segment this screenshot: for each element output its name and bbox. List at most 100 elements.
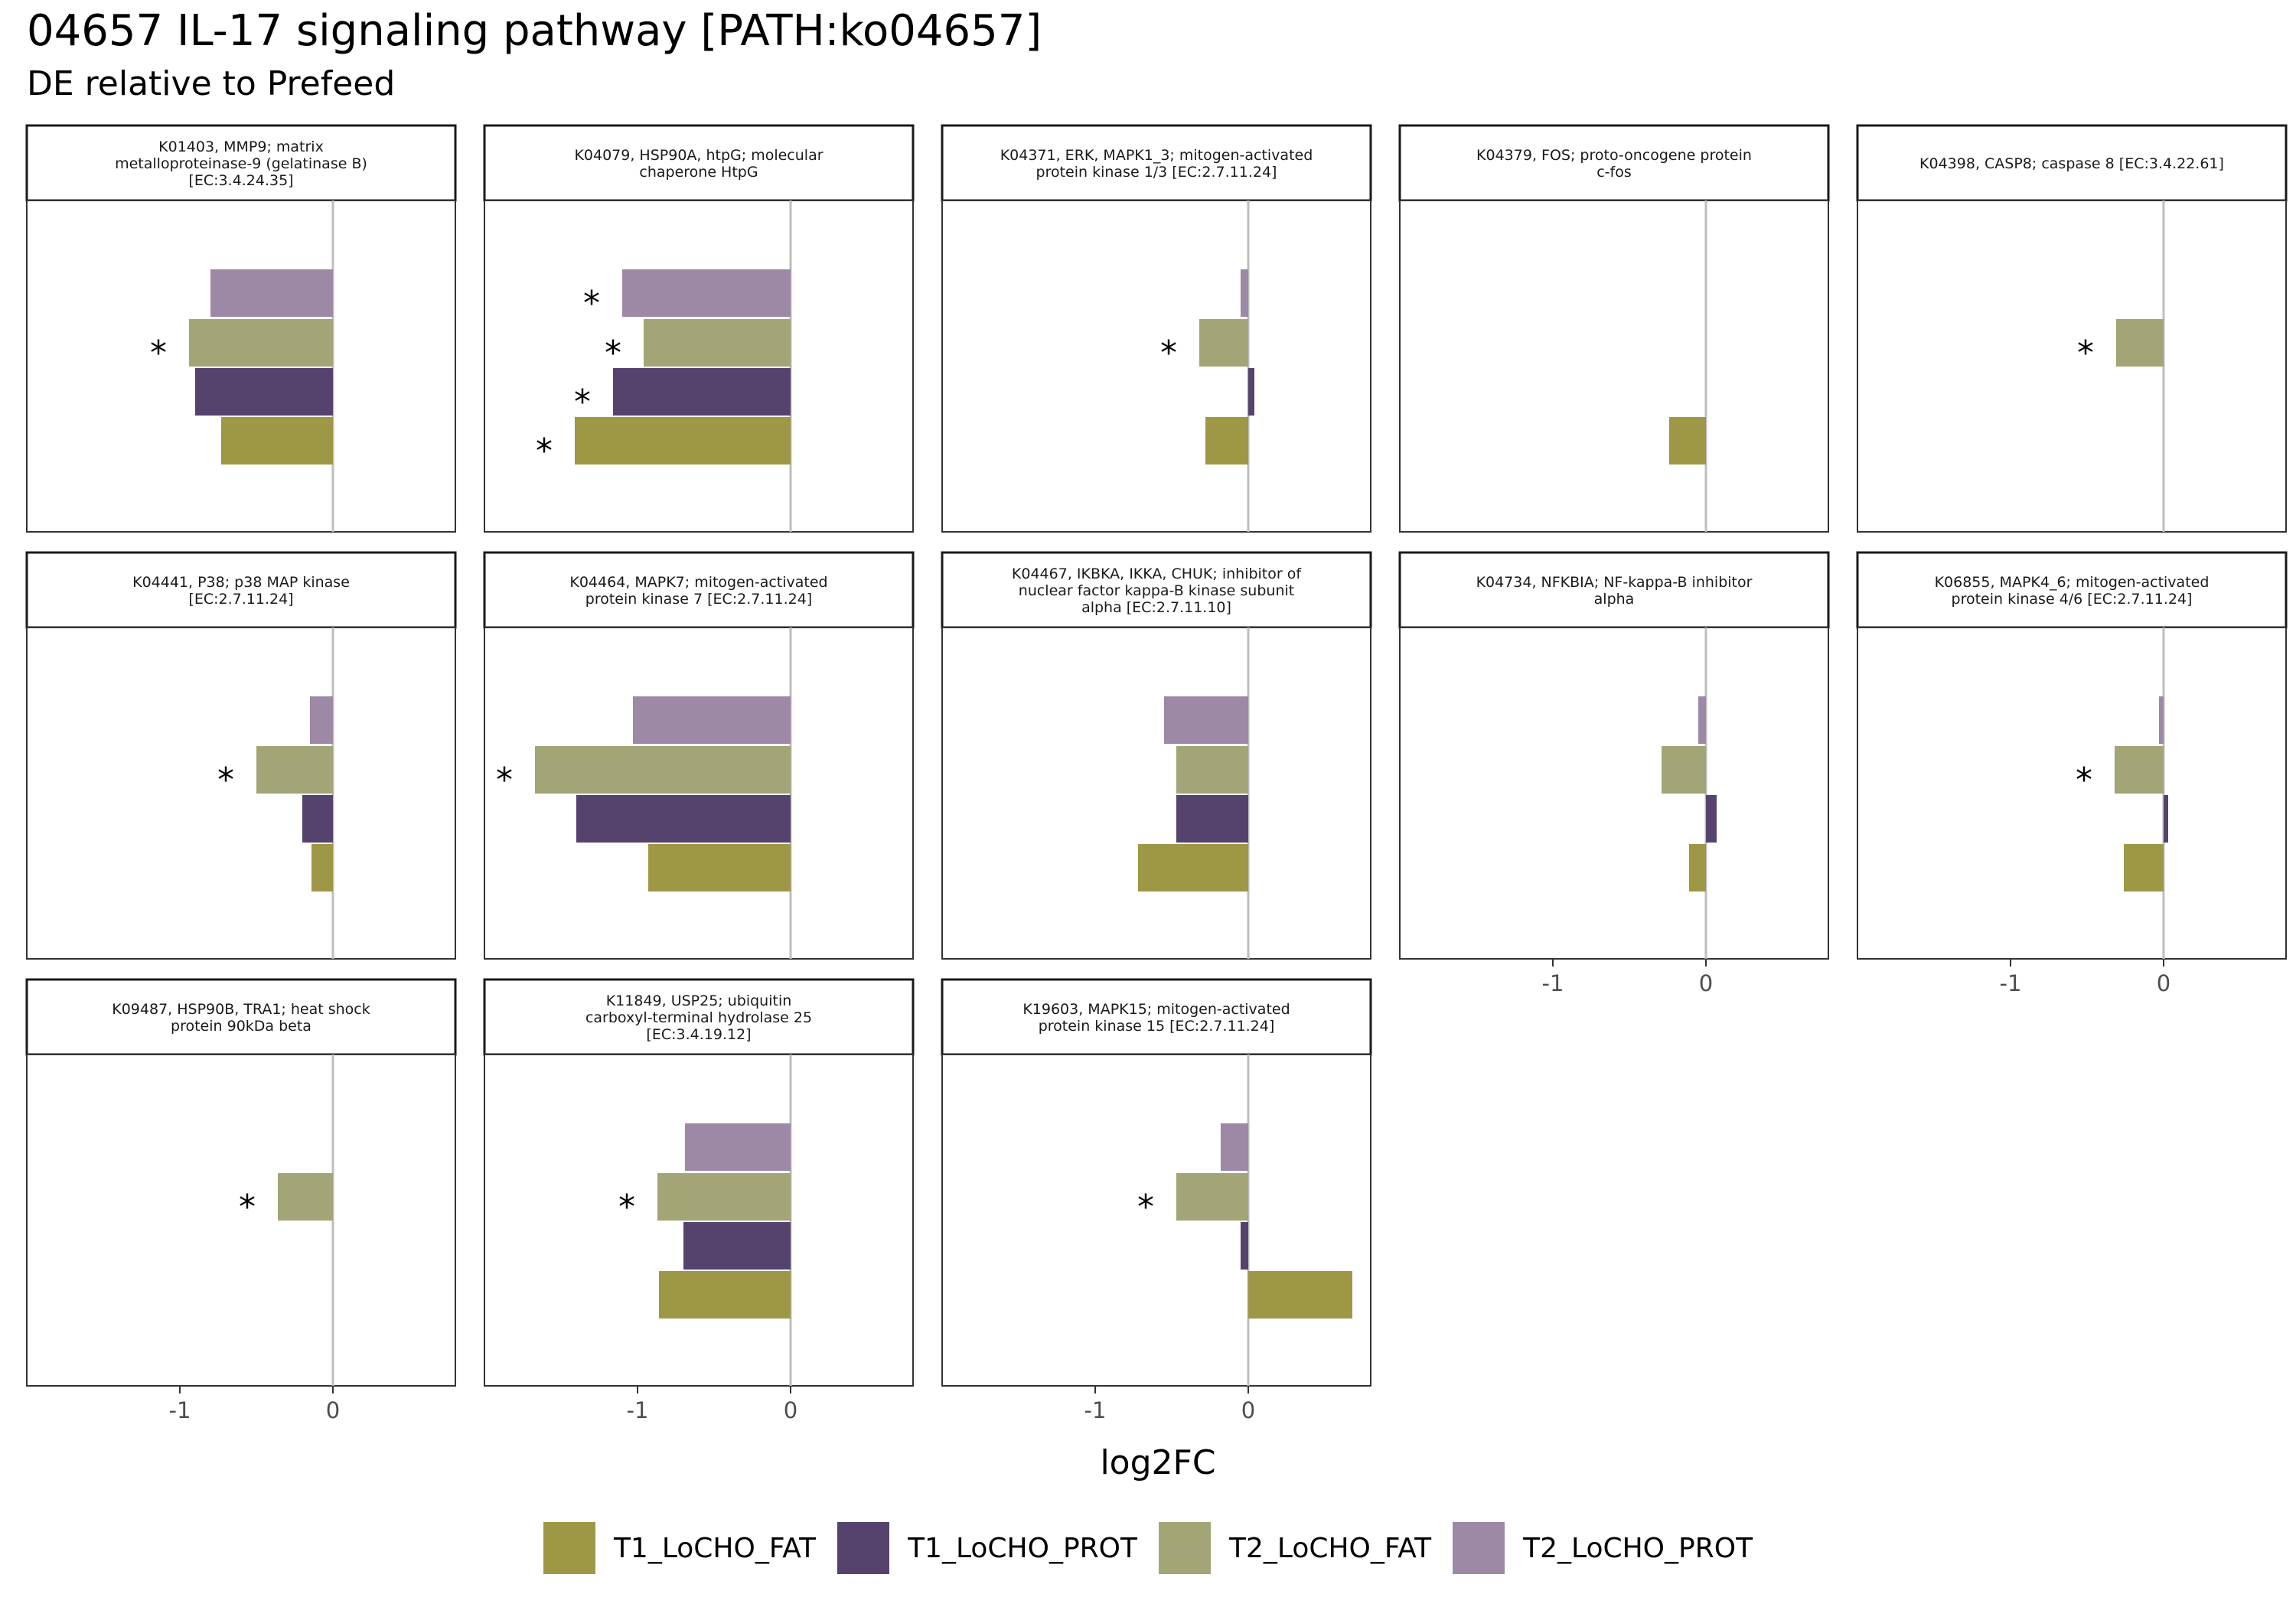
bar — [1669, 417, 1706, 464]
facet-strip — [483, 978, 915, 1056]
facet-strip — [483, 551, 915, 629]
significance-star: * — [536, 432, 553, 471]
x-tick-label: 0 — [1241, 1397, 1255, 1423]
significance-star: * — [1137, 1188, 1154, 1227]
bar — [195, 368, 333, 416]
facet-label: K04379, FOS; proto-oncogene protein c-fos — [1476, 147, 1752, 181]
facet-panel — [941, 1054, 1371, 1387]
significance-star: * — [2076, 761, 2092, 800]
bar — [189, 319, 333, 367]
bar — [302, 795, 333, 843]
legend-label: T2_LoCHO_FAT — [1229, 1532, 1432, 1564]
facet-label: K04467, IKBKA, IKKA, CHUK; inhibitor of n… — [1012, 566, 1302, 616]
facet-label: K04464, MAPK7; mitogen-activated protein … — [569, 574, 827, 608]
facet-panel — [941, 200, 1371, 533]
facet-strip — [25, 978, 457, 1056]
chart-title: 04657 IL-17 signaling pathway [PATH:ko04… — [27, 6, 1042, 56]
facet-label: K04079, HSP90A, htpG; molecular chaperone… — [574, 147, 823, 181]
x-tick-label: -1 — [1542, 970, 1564, 996]
x-tick-label: -1 — [1084, 1397, 1107, 1423]
legend-swatch — [837, 1522, 890, 1574]
bar — [256, 746, 333, 794]
bar — [278, 1173, 333, 1221]
facet-panel — [1399, 200, 1829, 533]
bar — [310, 696, 333, 744]
facet-strip — [941, 978, 1372, 1056]
bar — [1689, 844, 1706, 892]
bar — [633, 696, 791, 744]
bar — [1138, 844, 1248, 892]
significance-star: * — [574, 383, 591, 422]
legend-swatch — [543, 1522, 595, 1574]
significance-star: * — [1160, 334, 1177, 373]
facet-strip — [483, 124, 915, 202]
significance-star: * — [496, 761, 513, 800]
bar — [1176, 746, 1248, 794]
bar — [622, 269, 791, 317]
facet-label: K04734, NFKBIA; NF-kappa-B inhibitor alph… — [1476, 574, 1753, 608]
legend-label: T1_LoCHO_PROT — [908, 1532, 1137, 1564]
bar — [221, 417, 333, 464]
bar — [1248, 368, 1254, 416]
x-axis-title: log2FC — [1100, 1443, 1215, 1482]
bar — [685, 1123, 791, 1171]
bar — [1176, 1173, 1248, 1221]
facet-panel — [941, 627, 1371, 960]
bar — [1698, 696, 1706, 744]
x-tick-label: -1 — [2000, 970, 2022, 996]
bar — [2116, 319, 2164, 367]
significance-star: * — [150, 334, 167, 373]
bar — [2124, 844, 2164, 892]
bar — [2159, 696, 2164, 744]
bar — [535, 746, 791, 794]
bar — [659, 1271, 791, 1319]
facet-strip — [1398, 124, 1830, 202]
facet-strip — [1398, 551, 1830, 629]
bar — [644, 319, 791, 367]
bar — [575, 417, 791, 464]
bar — [1241, 1222, 1248, 1270]
facet-strip — [1856, 124, 2288, 202]
bar — [613, 368, 791, 416]
legend-label: T2_LoCHO_PROT — [1523, 1532, 1753, 1564]
facet-label: K04441, P38; p38 MAP kinase [EC:2.7.11.24… — [132, 574, 350, 608]
facet-panel — [26, 627, 456, 960]
chart-subtitle: DE relative to Prefeed — [27, 64, 396, 103]
facet-label: K06855, MAPK4_6; mitogen-activated protei… — [1935, 574, 2210, 608]
facet-label: K04398, CASP8; caspase 8 [EC:3.4.22.61] — [1919, 155, 2224, 172]
facet-strip — [25, 551, 457, 629]
bar — [311, 844, 333, 892]
bar — [1164, 696, 1248, 744]
facet-label: K01403, MMP9; matrix metalloproteinase-9 … — [115, 139, 367, 189]
facet-label: K04371, ERK, MAPK1_3; mitogen-activated p… — [1000, 147, 1313, 181]
bar — [1199, 319, 1248, 367]
facet-panel — [1399, 627, 1829, 960]
bar — [2115, 746, 2164, 794]
legend-item: T2_LoCHO_FAT — [1159, 1522, 1431, 1574]
bar — [576, 795, 791, 843]
bar — [2164, 795, 2168, 843]
legend-swatch — [1453, 1522, 1505, 1574]
facet-label: K11849, USP25; ubiquitin carboxyl-termina… — [585, 993, 812, 1043]
facet-panel — [26, 1054, 456, 1387]
x-tick-label: 0 — [1699, 970, 1713, 996]
bar — [657, 1173, 791, 1221]
facet-strip — [1856, 551, 2288, 629]
legend: T1_LoCHO_FAT T1_LoCHO_PROT T2_LoCHO_FAT T2_… — [0, 1519, 2296, 1577]
significance-star: * — [2077, 334, 2094, 373]
legend-item: T2_LoCHO_PROT — [1453, 1522, 1753, 1574]
legend-item: T1_LoCHO_PROT — [837, 1522, 1137, 1574]
x-tick-label: -1 — [169, 1397, 191, 1423]
bar — [1662, 746, 1706, 794]
facet-label: K09487, HSP90B, TRA1; heat shock protein … — [112, 1001, 370, 1035]
bar — [1248, 1271, 1352, 1319]
bar — [683, 1222, 791, 1270]
legend-swatch — [1159, 1522, 1211, 1574]
bar — [1241, 269, 1248, 317]
facet-label: K19603, MAPK15; mitogen-activated protein… — [1022, 1001, 1290, 1035]
facet-panel — [1857, 200, 2287, 533]
legend-item: T1_LoCHO_FAT — [543, 1522, 816, 1574]
significance-star: * — [217, 761, 234, 800]
significance-star: * — [583, 284, 600, 323]
